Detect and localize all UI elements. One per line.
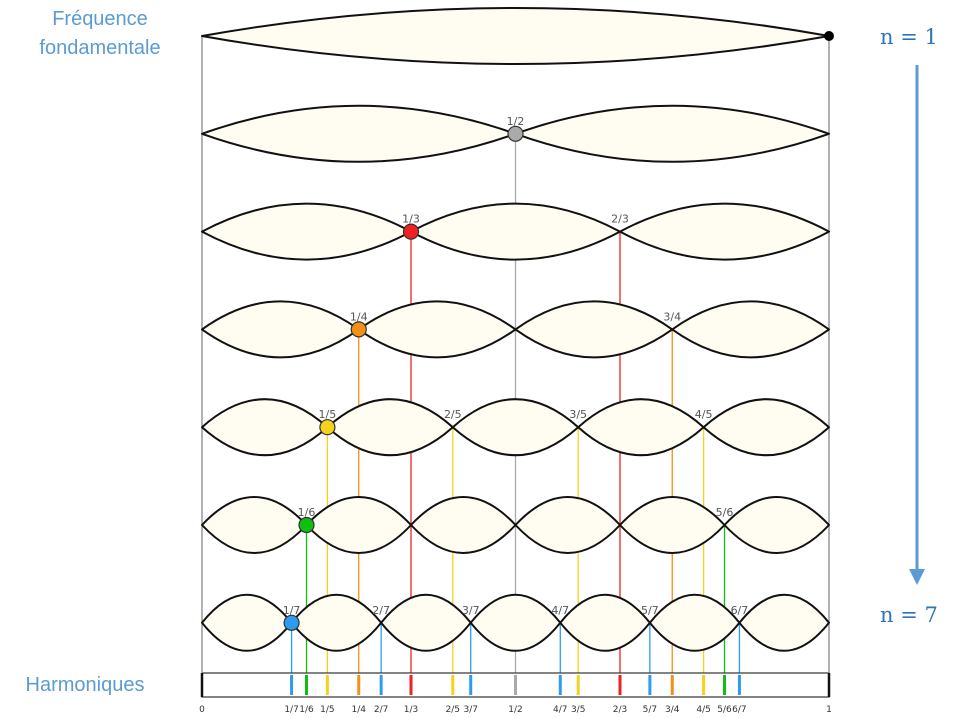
node-label-4-5: 4/5 — [695, 408, 713, 421]
scale-label-1-7: 1/7 — [284, 705, 298, 715]
node-label-1-4: 1/4 — [350, 310, 368, 323]
node-dot-1-7 — [283, 614, 300, 631]
node-label-4-7: 4/7 — [551, 604, 569, 617]
node-label-1-5: 1/5 — [319, 408, 337, 421]
scale-label-6-7: 6/7 — [732, 705, 746, 715]
fundamental-label: Fréquence fondamentale — [10, 5, 190, 63]
scale-label-1-2: 1/2 — [508, 705, 522, 715]
node-label-3-4: 3/4 — [663, 310, 681, 323]
node-dot-1-5 — [319, 419, 336, 436]
down-arrow-head — [909, 569, 925, 585]
node-label-2-5: 2/5 — [444, 408, 462, 421]
fundamental-end-dot — [824, 31, 834, 41]
node-label-1-3: 1/3 — [402, 213, 420, 226]
node-label-1-6: 1/6 — [298, 506, 316, 519]
node-label-6-7: 6/7 — [731, 604, 749, 617]
node-label-2-7: 2/7 — [372, 604, 390, 617]
node-markers: 1/2 1/3 2/3 1/4 3/4 1/5 2/5 3/5 4/5 1/6 5/6 1/7 2/7 3… — [283, 31, 834, 631]
scale-start-label: 0 — [199, 705, 205, 715]
string-harmonic-5 — [201, 398, 830, 457]
scale-label-1-4: 1/4 — [352, 705, 367, 715]
scale-label-3-7: 3/7 — [463, 705, 477, 715]
scale-label-1-3: 1/3 — [404, 705, 418, 715]
scale-label-5-6: 5/6 — [717, 705, 732, 715]
n-first-label: n = 1 — [880, 25, 938, 49]
node-dot-1-3 — [402, 223, 420, 240]
node-label-1-7: 1/7 — [283, 604, 301, 617]
scale-label-3-4: 3/4 — [665, 705, 680, 715]
down-arrow — [909, 65, 925, 585]
scale-label-1-6: 1/6 — [299, 705, 314, 715]
scale-label-2-7: 2/7 — [374, 705, 388, 715]
scale-label-1-5: 1/5 — [320, 705, 334, 715]
harmonics-label: Harmoniques — [25, 674, 145, 696]
node-label-5-6: 5/6 — [716, 506, 734, 519]
node-label-1-2: 1/2 — [507, 115, 525, 128]
node-label-3-7: 3/7 — [462, 604, 480, 617]
n-last-label: n = 7 — [880, 603, 938, 627]
node-dot-1-4 — [350, 321, 367, 338]
node-label-2-3: 2/3 — [611, 213, 629, 226]
scale-label-2-5: 2/5 — [446, 705, 460, 715]
scale-label-4-5: 4/5 — [696, 705, 710, 715]
string-harmonic-3 — [201, 202, 830, 261]
node-dot-1-2 — [507, 125, 524, 142]
scale-label-3-5: 3/5 — [571, 705, 585, 715]
scale-label-2-3: 2/3 — [613, 705, 627, 715]
harmonic-scale: 0 1 1/2 1/3 2/3 1/4 3/4 1/5 2/5 3/5 4/5 1/6 5/6 1/7… — [199, 672, 832, 715]
scale-end-label: 1 — [826, 705, 832, 715]
node-label-5-7: 5/7 — [641, 604, 659, 617]
scale-label-4-7: 4/7 — [553, 705, 567, 715]
node-label-3-5: 3/5 — [569, 408, 587, 421]
fundamental-label-line1: Fréquence — [52, 8, 148, 30]
scale-label-5-7: 5/7 — [643, 705, 657, 715]
node-dot-1-6 — [298, 516, 315, 534]
fundamental-label-line2: fondamentale — [39, 37, 161, 59]
string-harmonic-1 — [201, 7, 830, 65]
